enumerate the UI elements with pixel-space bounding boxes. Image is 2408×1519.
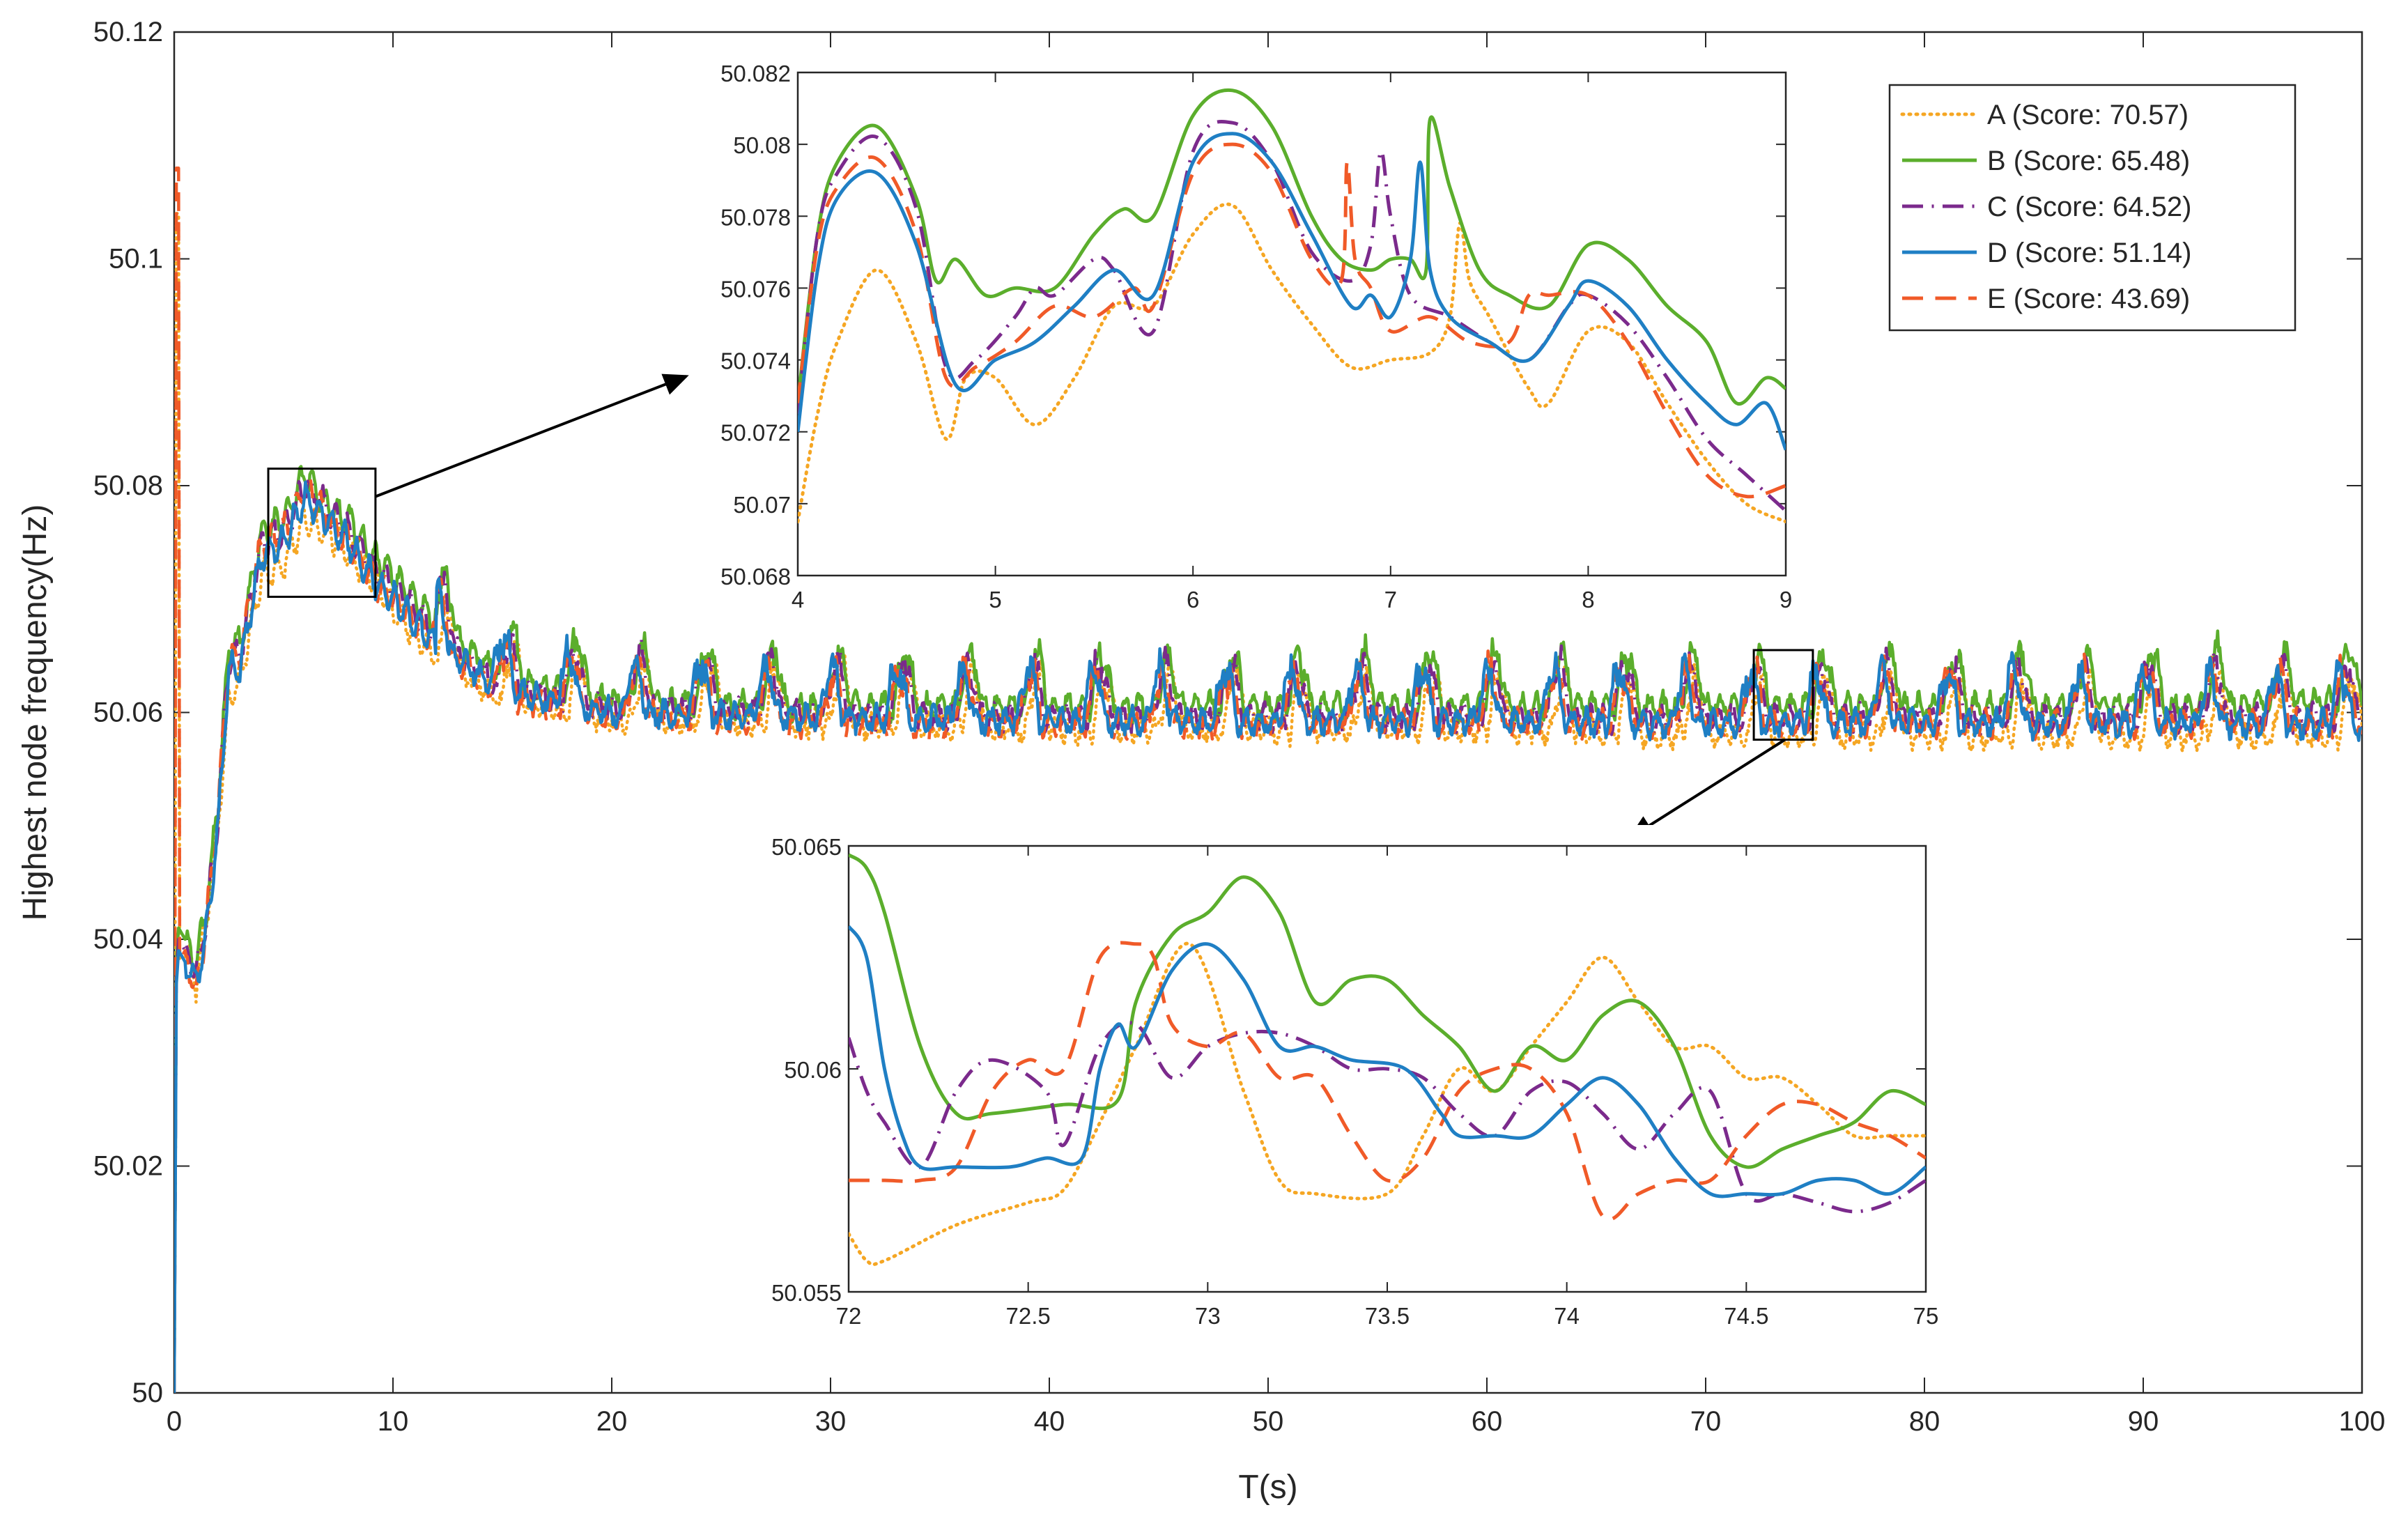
inset-early-series-line-D (798, 132, 1786, 451)
main-x-tick-label: 80 (1909, 1406, 1940, 1437)
main-x-tick-label: 60 (1472, 1406, 1503, 1437)
inset-early-y-tick-label: 50.078 (720, 204, 791, 230)
inset-early-y-tick-label: 50.07 (733, 492, 791, 518)
inset-early-x-tick-label: 9 (1780, 587, 1792, 612)
inset-early-series-line-C (798, 120, 1786, 513)
inset-late-x-tick-label: 73 (1195, 1303, 1221, 1329)
inset-early-x-tick-label: 8 (1582, 587, 1594, 612)
inset-early-y-tick-label: 50.068 (720, 564, 791, 589)
inset-early-series-group (798, 88, 1786, 524)
zoom-arrow-1 (375, 373, 689, 498)
inset-early-y-tick-label: 50.072 (720, 420, 791, 446)
x-axis-label: T(s) (1238, 1469, 1297, 1506)
main-y-tick-label: 50.12 (93, 17, 163, 47)
inset-late-y-tick-label: 50.055 (771, 1280, 842, 1306)
inset-late-series-line-A (849, 941, 1926, 1267)
main-y-tick-label: 50.1 (109, 244, 163, 275)
inset-late-y-tick-label: 50.06 (784, 1057, 842, 1083)
zoom-annotations (267, 373, 1814, 840)
main-x-tick-label: 100 (2339, 1406, 2386, 1437)
main-x-tick-label: 20 (596, 1406, 628, 1437)
inset-late-series-group (849, 853, 1926, 1267)
inset-early-series-line-A (798, 202, 1786, 524)
main-x-tick-label: 90 (2128, 1406, 2159, 1437)
main-x-tick-label: 10 (378, 1406, 409, 1437)
main-y-tick-label: 50.02 (93, 1151, 163, 1182)
inset-early-y-tick-label: 50.08 (733, 132, 791, 158)
main-series-group (174, 167, 2362, 1393)
zoom-arrow-2 (1628, 738, 1786, 840)
inset-early-x-tick-label: 5 (989, 587, 1001, 612)
main-y-tick-label: 50.06 (93, 697, 163, 728)
inset-early-x-tick-label: 4 (792, 587, 804, 612)
inset-late-x-tick-label: 72 (836, 1303, 862, 1329)
main-x-tick-label: 0 (167, 1406, 182, 1437)
legend-label-D: D (Score: 51.14) (1987, 238, 2191, 268)
main-x-tick-label: 50 (1253, 1406, 1284, 1437)
inset-early-series-line-B (798, 88, 1786, 406)
inset-plot-late: 72 72.5 73 73.5 74 74.5 75 50.055 50.06 50.065 (751, 825, 1947, 1341)
inset-early-y-tick-label: 50.074 (720, 348, 791, 374)
inset-early-x-tick-label: 7 (1384, 587, 1397, 612)
legend-label-C: C (Score: 64.52) (1987, 192, 2191, 222)
legend-label-A: A (Score: 70.57) (1987, 100, 2189, 130)
inset-early-plot-area (796, 71, 1787, 577)
y-axis-label: Highest node frequency(Hz) (17, 504, 54, 921)
inset-early-y-tick-label: 50.076 (720, 276, 791, 302)
inset-late-x-tick-label: 74 (1554, 1303, 1580, 1329)
inset-late-x-tick-label: 75 (1913, 1303, 1939, 1329)
inset-late-x-tick-label: 72.5 (1006, 1303, 1051, 1329)
legend: A (Score: 70.57) B (Score: 65.48) C (Score… (1888, 84, 2297, 332)
main-y-tick-label: 50.08 (93, 470, 163, 501)
inset-plot-early: 4 5 6 7 8 9 50.068 50.07 50.072 50.074 50.076 50.07… (700, 52, 1807, 624)
main-x-tick-label: 40 (1034, 1406, 1065, 1437)
inset-late-series-line-D (849, 925, 1926, 1198)
inset-late-x-tick-label: 73.5 (1365, 1303, 1410, 1329)
series-line-D (174, 480, 2362, 1393)
series-line-A (174, 212, 2362, 1393)
main-x-tick-label: 30 (815, 1406, 847, 1437)
main-x-tick-label: 70 (1690, 1406, 1722, 1437)
inset-late-x-tick-label: 74.5 (1724, 1303, 1768, 1329)
legend-label-B: B (Score: 65.48) (1987, 146, 2190, 176)
zoom-box-1 (267, 468, 377, 598)
main-y-tick-label: 50 (132, 1378, 164, 1408)
main-y-tick-label: 50.04 (93, 924, 163, 955)
legend-label-E: E (Score: 43.69) (1987, 284, 2190, 314)
inset-early-x-tick-label: 6 (1187, 587, 1199, 612)
inset-late-y-tick-label: 50.065 (771, 834, 842, 860)
inset-late-series-line-C (849, 1021, 1926, 1214)
inset-early-y-tick-label: 50.082 (720, 61, 791, 86)
